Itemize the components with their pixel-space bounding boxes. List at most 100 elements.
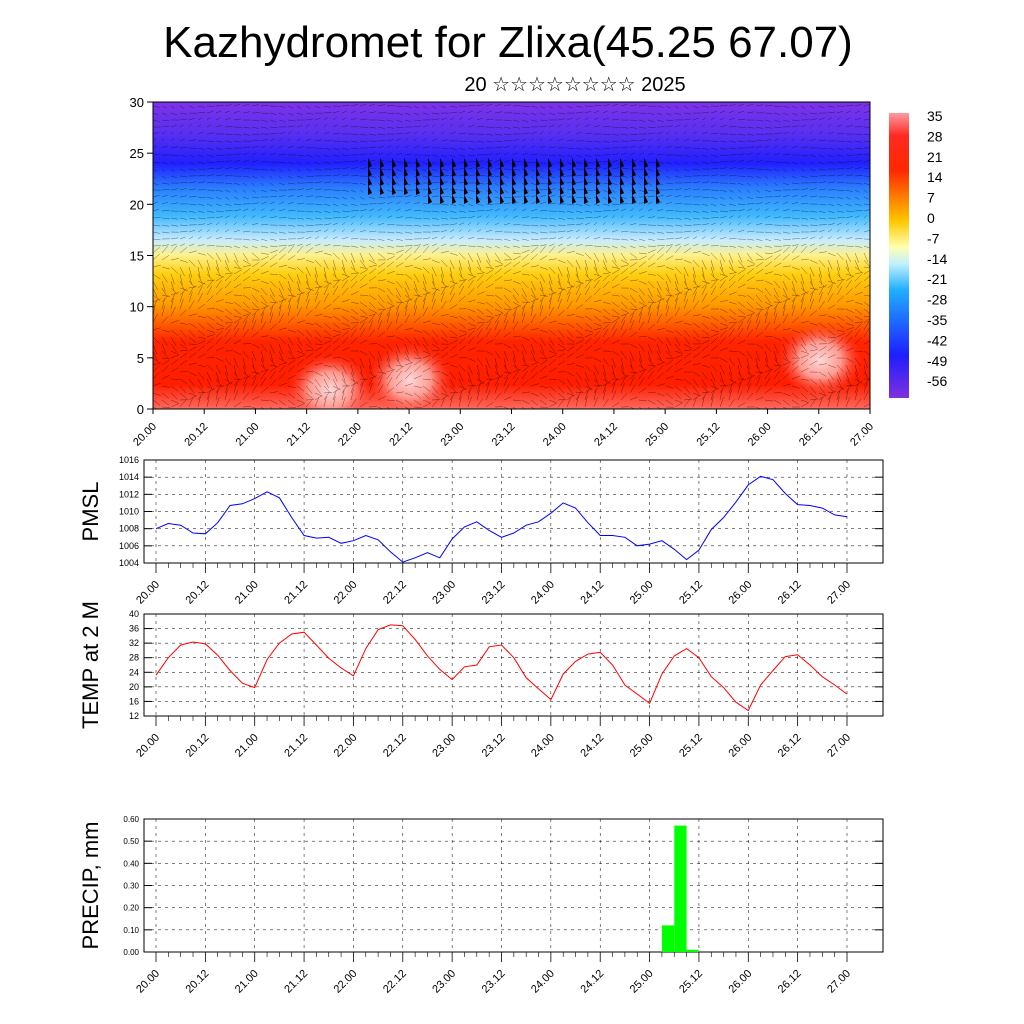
x-tick-label: 24.00 xyxy=(529,732,557,760)
flag xyxy=(512,167,516,177)
flag xyxy=(584,158,588,168)
y-tick-label: 0.10 xyxy=(123,926,139,935)
x-tick-label: 26.12 xyxy=(776,968,804,996)
flag xyxy=(428,167,432,177)
flag xyxy=(572,167,576,177)
y-tick-label: 1016 xyxy=(119,455,139,465)
flag xyxy=(476,167,480,177)
flag xyxy=(464,158,468,168)
flag xyxy=(644,185,648,195)
flag xyxy=(392,176,396,186)
colorbar-label: -28 xyxy=(927,292,947,308)
flag xyxy=(584,176,588,186)
barb-row xyxy=(153,298,870,315)
x-tick-label: 26.00 xyxy=(726,968,754,996)
flag xyxy=(656,194,660,204)
flag xyxy=(488,176,492,186)
barb-row xyxy=(153,131,870,136)
flag xyxy=(512,176,516,186)
flag xyxy=(656,167,660,177)
x-tick-label: 20.00 xyxy=(134,732,162,760)
x-tick-label: 25.12 xyxy=(677,732,705,760)
flag xyxy=(488,194,492,204)
flag xyxy=(632,185,636,195)
flag xyxy=(476,176,480,186)
flag xyxy=(452,194,456,204)
colorbar-label: -49 xyxy=(927,353,947,369)
flag xyxy=(524,185,528,195)
y-tick-label: 1012 xyxy=(119,489,139,499)
y-tick-label: 20 xyxy=(129,682,139,692)
temperature-field xyxy=(153,102,870,409)
flag xyxy=(560,167,564,177)
flag xyxy=(632,194,636,204)
x-tick-label: 27.00 xyxy=(825,968,853,996)
x-tick-label: 23.00 xyxy=(430,579,458,607)
temp-panel: 20.00 20.12 21.00 21.12 22.00 22.12 23.00 23.12… xyxy=(78,601,884,760)
x-tick-label: 23.00 xyxy=(438,421,466,449)
flag xyxy=(464,194,468,204)
barb-row xyxy=(153,382,868,400)
y-tick-label: 5 xyxy=(137,351,144,366)
flag xyxy=(476,194,480,204)
colorbar xyxy=(889,113,909,398)
flag xyxy=(464,167,468,177)
warm-cores xyxy=(288,324,862,409)
y-tick-label: 28 xyxy=(129,653,139,663)
flag xyxy=(500,185,504,195)
flag xyxy=(620,158,624,168)
flag xyxy=(536,176,540,186)
flag xyxy=(380,158,384,168)
flag xyxy=(596,185,600,195)
x-tick-label: 26.00 xyxy=(726,579,754,607)
flag xyxy=(536,194,540,204)
flag xyxy=(416,167,420,177)
x-tick-label: 20.12 xyxy=(184,579,212,607)
colorbar-label: -35 xyxy=(927,312,947,328)
flag xyxy=(560,158,564,168)
y-axis-title: PMSL xyxy=(78,482,103,542)
x-tick-label: 26.12 xyxy=(797,421,825,449)
flag xyxy=(608,176,612,186)
y-tick-label: 0.00 xyxy=(123,948,139,957)
barb-row xyxy=(153,124,870,129)
flag xyxy=(524,158,528,168)
y-tick-label: 0.40 xyxy=(123,859,139,868)
x-tick-label: 20.00 xyxy=(131,421,159,449)
x-tick-label: 25.12 xyxy=(677,579,705,607)
flag xyxy=(572,194,576,204)
temp-series-line xyxy=(155,624,848,712)
x-tick-label: 25.00 xyxy=(628,732,656,760)
y-tick-label: 32 xyxy=(129,638,139,648)
x-tick-label: 23.00 xyxy=(430,732,458,760)
y-tick-label: 0.20 xyxy=(123,904,139,913)
x-tick-label: 22.12 xyxy=(387,421,415,449)
x-tick-label: 23.00 xyxy=(430,968,458,996)
flag xyxy=(380,185,384,195)
x-tick-label: 21.12 xyxy=(282,968,310,996)
flag xyxy=(416,158,420,168)
flag xyxy=(488,185,492,195)
barb-row xyxy=(153,208,870,213)
x-tick-label: 21.00 xyxy=(233,579,261,607)
flag xyxy=(608,158,612,168)
flag xyxy=(632,167,636,177)
y-tick-label: 0 xyxy=(137,402,144,417)
flag xyxy=(368,167,372,177)
flag xyxy=(656,158,660,168)
flag xyxy=(656,176,660,186)
flag xyxy=(512,185,516,195)
wind-barbs xyxy=(153,103,870,409)
x-tick-label: 21.00 xyxy=(233,732,261,760)
flag xyxy=(524,167,528,177)
flag xyxy=(512,158,516,168)
flag xyxy=(500,176,504,186)
y-tick-label: 0.50 xyxy=(123,837,139,846)
flag xyxy=(380,167,384,177)
flag xyxy=(428,185,432,195)
barb-row xyxy=(153,253,870,271)
x-tick-label: 20.12 xyxy=(184,968,212,996)
flag xyxy=(392,167,396,177)
warm-core xyxy=(368,344,452,409)
flag xyxy=(608,185,612,195)
